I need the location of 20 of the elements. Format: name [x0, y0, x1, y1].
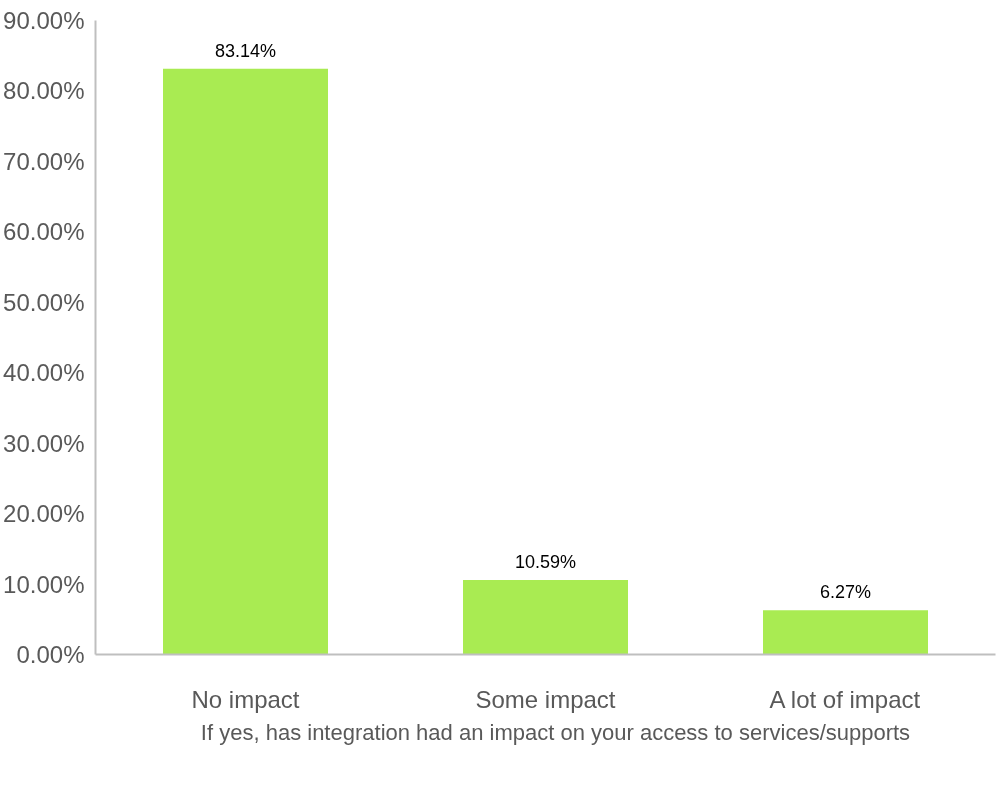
bar [163, 68, 328, 655]
y-tick-label: 50.00% [3, 288, 85, 316]
text: 6.27% [819, 582, 872, 603]
y-tick-label: 80.00% [3, 77, 85, 105]
y-tick-label: 90.00% [3, 7, 85, 34]
x-tick-label: Some impact [475, 685, 616, 713]
y-tick-label: 10.00% [3, 570, 85, 598]
x-tick-label: No impact [191, 685, 300, 713]
y-tick-label: 40.00% [3, 359, 85, 387]
y-tick-label: 60.00% [3, 218, 85, 246]
bar [463, 579, 628, 655]
y-tick-label: 30.00% [3, 429, 85, 457]
y-tick-label: 0.00% [16, 641, 85, 668]
y-tick-label: 20.00% [3, 500, 85, 528]
bar [763, 610, 928, 655]
text: 10.59% [514, 551, 577, 572]
x-tick-label: A lot of impact [769, 685, 921, 713]
y-tick-label: 70.00% [3, 147, 85, 175]
text: 83.14% [214, 40, 277, 61]
text: If yes, has integration had an impact on your access to services/supports [200, 720, 911, 746]
